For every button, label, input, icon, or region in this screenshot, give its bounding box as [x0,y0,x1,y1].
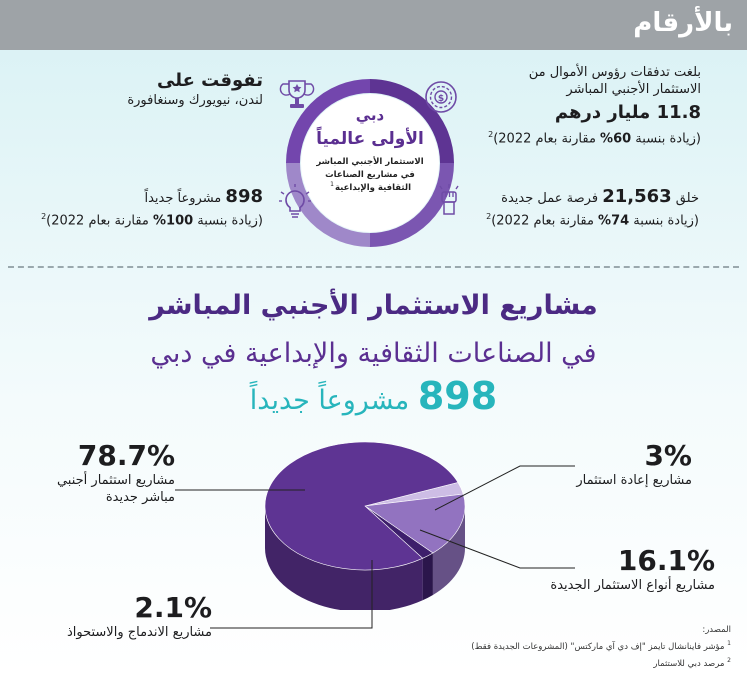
pie-side-0 [265,506,423,610]
pie-label-reinvest-text: مشاريع إعادة استثمار [576,473,692,488]
page-title: بالأرقام [633,8,733,38]
stat-outperform-cities: لندن، نيويورك وسنغافورة [127,93,263,108]
center-badge-ring [286,79,454,247]
stat-capital-value: 11.8 مليار درهم [554,102,701,123]
section-heading-count: 898 مشروعاً جديداً [249,374,498,418]
pie-label-ma-pct: 2.1% [134,591,212,624]
stat-outperform: تفوقت على لندن، نيويورك وسنغافورة [43,70,263,109]
center-desc1: الاستثمار الأجنبي المباشر [315,156,423,167]
stat-projects: 898 مشروعاً جديداً (زيادة بنسبة 100% مقا… [23,186,263,229]
center-desc2: في مشاريع الصناعات [325,170,415,180]
pie-side-3 [422,552,433,601]
pie-label-new-fdi-text2: مباشر جديدة [105,490,175,505]
pie-label-ma: 2.1% مشاريع الاندماج والاستحواذ [32,592,212,641]
stat-capital-line2: الاستثمار الأجنبي المباشر [566,82,701,97]
money-spiral-icon: $ [425,81,457,113]
pie-label-new-types-text: مشاريع أنواع الاستثمار الجديدة [550,578,715,593]
pie-label-new-types: 16.1% مشاريع أنواع الاستثمار الجديدة [495,545,715,594]
source-1: 1 مؤشر فاينانشال تايمز "إف دي آي ماركتس"… [471,640,731,652]
pie-label-new-types-pct: 16.1% [617,544,715,577]
pie-label-new-fdi: 78.7% مشاريع استثمار أجنبي مباشر جديدة [15,440,175,506]
center-badge-fill [301,94,439,232]
leader-ma [210,560,373,629]
stat-jobs-growth: (زيادة بنسبة 74% مقارنة بعام 2022)2 [486,212,699,229]
stat-capital-growth: (زيادة بنسبة 60% مقارنة بعام 2022)2 [488,130,701,147]
stat-jobs-line: خلق 21,563 فرصة عمل جديدة [501,186,699,207]
center-badge: دبي الأولى عالمياً الاستثمار الأجنبي الم… [286,79,454,247]
pie-slice-2 [364,493,466,554]
sources-title: المصدر: [702,625,731,635]
pie-label-reinvest: 3% مشاريع إعادة استثمار [512,440,692,489]
stat-projects-line: 898 مشروعاً جديداً [144,186,264,207]
lightbulb-icon [279,184,311,218]
stat-capital-line1: بلغت تدفقات رؤوس الأموال من [528,65,701,80]
section-divider [8,266,739,268]
section-heading-line1: مشاريع الاستثمار الأجنبي المباشر [149,290,598,321]
pie-slice-0 [264,441,459,571]
stat-projects-growth: (زيادة بنسبة 100% مقارنة بعام 2022)2 [41,212,263,229]
stat-outperform-title: تفوقت على [157,70,263,91]
pie-label-ma-text: مشاريع الاندماج والاستحواذ [66,625,212,640]
stat-jobs: خلق 21,563 فرصة عمل جديدة (زيادة بنسبة 7… [399,186,699,229]
pie-label-new-fdi-text1: مشاريع استثمار أجنبي [56,473,175,488]
pie-label-new-fdi-pct: 78.7% [77,439,175,472]
pie-chart [264,441,466,610]
stat-capital: بلغت تدفقات رؤوس الأموال من الاستثمار ال… [401,64,701,147]
svg-text:$: $ [438,94,444,104]
raised-fist-icon [439,184,459,215]
leader-reinvest [434,465,575,511]
header-bar: بالأرقام [0,0,747,50]
section-heading-line2: في الصناعات الثقافية والإبداعية في دبي [150,338,597,369]
pie-label-reinvest-pct: 3% [644,439,692,472]
center-line1: دبي [356,106,385,124]
center-line2: الأولى عالمياً [316,125,424,149]
leader-new-types [419,529,575,569]
center-desc-sup: 1 [330,181,334,188]
pie-side-2 [432,506,465,595]
source-2: 2 مرصد دبي للاستثمار [653,656,731,669]
trophy-icon [279,80,315,108]
center-desc3: الثقافية والإبداعية [335,183,411,193]
sources: المصدر: 1 مؤشر فاينانشال تايمز "إف دي آي… [431,624,731,671]
